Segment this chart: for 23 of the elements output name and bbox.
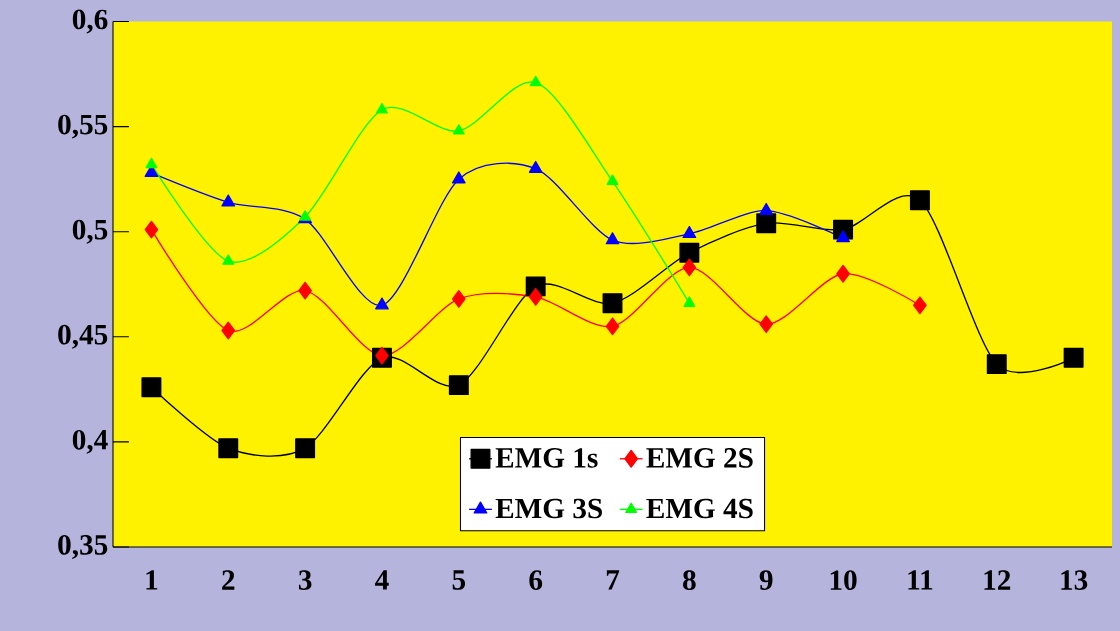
- y-tick-label: 0,55: [58, 114, 108, 139]
- x-tick-label: 12: [984, 570, 1011, 590]
- y-tick-label: 0,45: [58, 324, 108, 349]
- legend-label: EMG 3S: [495, 498, 602, 519]
- x-tick-label: 5: [452, 570, 466, 590]
- x-tick-label: 11: [908, 570, 933, 590]
- x-tick-label: 8: [683, 570, 696, 590]
- x-tick-label: 6: [529, 570, 543, 590]
- legend-label: EMG 1s: [495, 448, 598, 468]
- x-tick-label: 2: [222, 570, 235, 590]
- legend-label: EMG 4S: [646, 498, 753, 519]
- y-tick-label: 0,5: [72, 219, 108, 244]
- x-tick-label: 4: [375, 570, 389, 590]
- x-tick-label: 9: [759, 570, 773, 590]
- x-tick-label: 10: [830, 570, 857, 590]
- y-tick-label: 0,35: [58, 534, 108, 559]
- y-tick-label: 0,6: [72, 9, 108, 34]
- x-tick-label: 3: [298, 570, 312, 590]
- y-tick-label: 0,4: [72, 429, 108, 454]
- x-tick-label: 1: [146, 570, 158, 590]
- x-tick-label: 7: [606, 570, 620, 590]
- legend-label: EMG 2S: [646, 448, 753, 468]
- x-tick-label: 13: [1061, 570, 1088, 590]
